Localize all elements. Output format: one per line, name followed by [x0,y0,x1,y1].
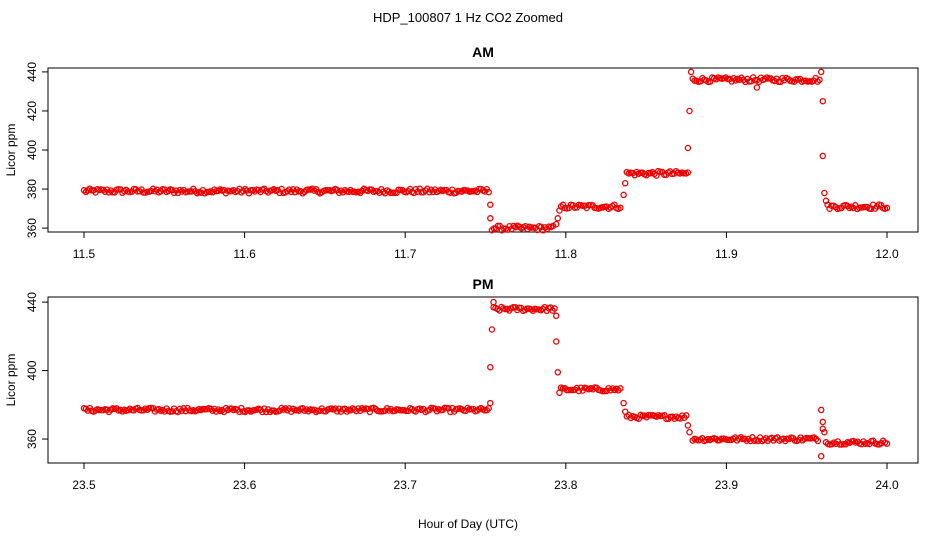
data-point [621,179,629,187]
data-point [621,408,629,415]
data-point [620,191,627,199]
y-tick-label: 440 [25,62,39,82]
y-tick-label: 360 [25,218,39,238]
data-point [753,84,761,91]
data-point [585,201,592,209]
data-point [599,387,606,395]
data-point [620,399,627,407]
y-tick-label: 360 [25,429,39,449]
data-point [488,326,496,333]
data-point [684,144,692,152]
x-tick-label: 24.0 [875,478,899,492]
data-point [551,305,558,312]
figure-title: HDP_100807 1 Hz CO2 Zoomed [373,10,563,25]
data-point [687,68,695,76]
x-tick-label: 11.7 [394,247,417,261]
data-point [683,412,690,419]
plot-frame [47,296,919,464]
data-point [552,220,560,228]
data-point [816,76,823,84]
y-tick-label: 400 [25,140,39,160]
data-point [817,68,825,76]
data-point [563,386,571,394]
data-points [80,68,891,234]
y-tick-label: 380 [25,179,39,199]
data-point [552,338,560,345]
data-point [556,389,563,397]
data-point [817,406,825,414]
x-tick-label: 23.5 [72,478,96,492]
data-point [487,215,494,222]
data-point [487,201,494,208]
plot-frame [47,67,919,233]
data-point [549,222,557,230]
data-point [554,215,562,222]
data-point [617,204,624,212]
y-tick-label: 400 [25,360,39,380]
x-tick-label: 12.0 [875,247,899,261]
y-tick-label: 440 [25,292,39,312]
data-point [552,312,560,320]
data-point [490,298,497,306]
data-point [883,440,891,447]
data-point [556,207,563,214]
data-point [684,422,692,429]
data-point [883,204,891,212]
x-tick-label: 23.6 [233,478,257,492]
data-point [819,425,827,433]
data-point [372,187,379,195]
data-point [684,169,692,176]
y-axis-label: Licor ppm [4,124,18,177]
data-point [523,305,531,312]
x-tick-label: 11.8 [555,247,578,261]
x-tick-label: 11.6 [233,247,256,261]
x-tick-label: 23.8 [554,478,578,492]
y-tick-label: 420 [25,101,39,121]
x-tick-label: 11.9 [715,247,738,261]
data-point [485,188,492,196]
data-point [819,418,827,426]
data-point [821,189,828,197]
panel-title: AM [472,44,494,60]
x-tick-label: 23.7 [394,478,418,492]
data-point [686,107,693,115]
data-point [814,437,822,445]
data-point [487,399,494,407]
x-tick-label: 11.5 [73,247,96,261]
x-tick-label: 23.9 [715,478,739,492]
data-point [637,169,644,177]
data-point [822,197,830,205]
data-point [819,152,827,160]
data-point [821,428,828,436]
data-point [487,363,494,371]
data-point [468,188,475,195]
y-axis-label: Licor ppm [4,354,18,407]
data-points [80,298,891,460]
data-point [686,428,693,436]
data-point [554,369,562,376]
data-point [817,452,825,460]
figure-xlabel: Hour of Day (UTC) [418,517,518,531]
data-point [800,77,808,85]
pm-panel: PM Licor ppm 23.5 23.6 23.7 23.8 23.9 24.0 360 40… [4,276,919,492]
am-panel: AM Licor ppm 11.5 11.6 11.7 11.8 11.9 12.0 360 38… [4,44,919,261]
data-point [617,385,624,392]
data-point [819,97,827,105]
panel-title: PM [473,276,494,292]
